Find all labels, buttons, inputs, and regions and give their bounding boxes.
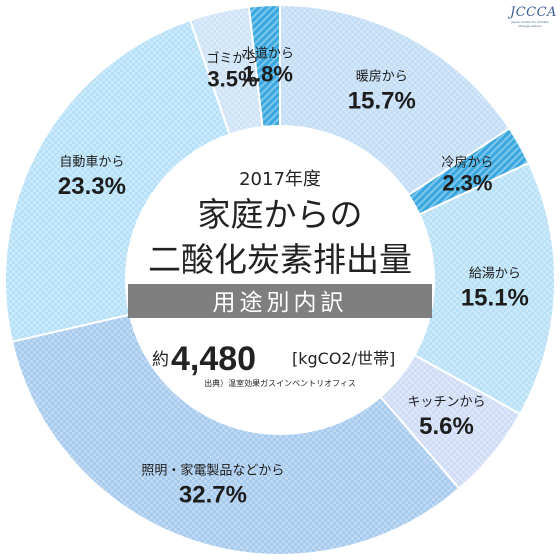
chart-title-line1: 家庭からの [198, 195, 363, 234]
slice-value-4: 32.7% [179, 481, 247, 508]
year-label: 2017年度 [239, 169, 321, 190]
jccca-logo: JCCCA Japan Center for Climate Change Ac… [510, 5, 557, 29]
slice-value-0: 15.7% [348, 88, 416, 115]
center-disc [125, 125, 435, 435]
breakdown-banner [128, 284, 432, 318]
slice-label-0: 暖房から [356, 69, 408, 85]
logo-text: JCCCA [510, 5, 557, 20]
slice-label-6: ゴミから [206, 50, 258, 66]
slice-value-7: 1.8% [243, 61, 293, 86]
chart-title-line2: 二酸化炭素排出量 [148, 240, 412, 279]
logo-subtext: Japan Center for Climate Change Actions [511, 20, 549, 28]
slice-value-1: 2.3% [442, 171, 492, 196]
slice-label-7: 水道から [242, 46, 294, 61]
slice-value-6: 3.5% [207, 66, 257, 91]
total-value: 4,480 [171, 340, 256, 378]
source-note: 出典）温室効果ガスインベントリオフィス [204, 378, 356, 388]
breakdown-banner-text: 用途別内訳 [213, 290, 348, 316]
total-unit: [kgCO2/世帯] [292, 349, 395, 368]
slice-label-5: 自動車から [59, 155, 124, 170]
slice-value-3: 5.6% [419, 413, 474, 440]
slice-label-1: 冷房から [441, 155, 493, 171]
slice-value-2: 15.1% [461, 284, 529, 311]
slice-label-4: 照明・家電製品などから [141, 462, 284, 478]
slice-label-2: 給湯から [469, 266, 521, 281]
slice-label-3: キッチンから [408, 395, 486, 410]
slice-value-5: 23.3% [58, 173, 126, 200]
total-prefix: 約 [152, 350, 169, 370]
